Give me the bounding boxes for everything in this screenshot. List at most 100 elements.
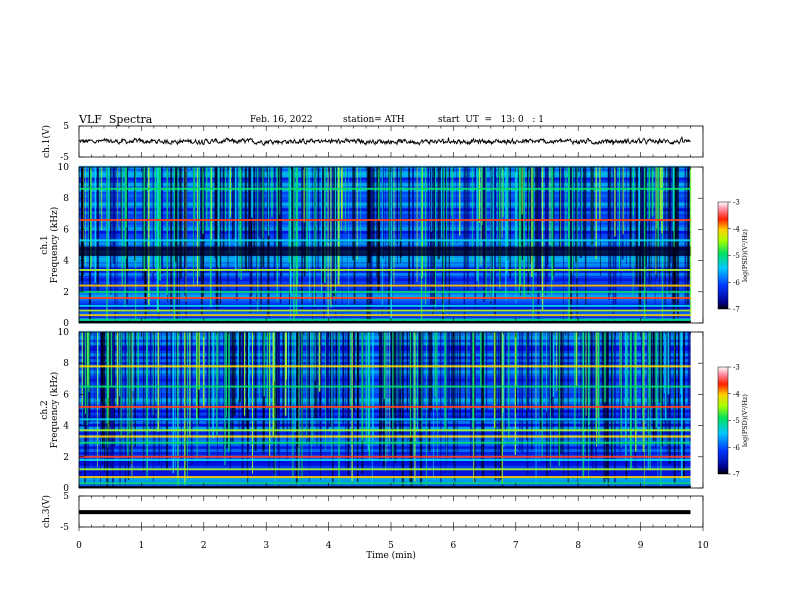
burst-dark: [333, 167, 336, 297]
burst-dark: [575, 167, 578, 263]
burst-dark: [610, 332, 614, 461]
sferic: [323, 167, 326, 284]
burst-dark: [679, 332, 681, 427]
sferic: [129, 332, 131, 434]
spectrogram-row: [79, 278, 691, 282]
burst-dark: [629, 167, 632, 248]
narrowband-line: [79, 385, 691, 388]
burst-dark: [353, 167, 356, 305]
sferic: [279, 167, 281, 215]
sferic: [656, 167, 658, 229]
burst-dark: [590, 332, 593, 459]
colorbar-tick-label: -4: [733, 390, 740, 398]
burst-dark: [635, 167, 638, 285]
sferic: [238, 167, 240, 278]
spectrogram-row: [79, 473, 691, 478]
narrowband-line: [79, 435, 691, 438]
sferic: [83, 167, 84, 243]
burst-dark: [620, 167, 622, 284]
burst-dark: [376, 167, 377, 278]
sferic: [106, 167, 108, 321]
sferic: [619, 332, 621, 387]
sferic: [558, 332, 560, 466]
burst-dark: [625, 167, 627, 265]
burst-dark: [592, 332, 594, 470]
sferic: [87, 332, 89, 386]
burst-dark: [318, 167, 320, 246]
sferic: [303, 167, 305, 223]
sferic: [525, 332, 527, 411]
burst-dark: [687, 332, 690, 407]
sferic: [643, 167, 646, 319]
sferic: [268, 167, 270, 236]
narrowband-line: [79, 297, 691, 300]
burst-dark: [233, 332, 236, 416]
x-tick-label: 9: [638, 541, 644, 551]
sferic: [99, 167, 101, 215]
sferic: [514, 167, 516, 287]
sferic: [224, 332, 226, 466]
sferic: [444, 332, 446, 430]
spectrogram-row: [79, 227, 691, 231]
burst-dark: [499, 332, 502, 480]
sferic: [309, 167, 311, 302]
burst-dark: [216, 167, 219, 311]
burst-dark: [408, 167, 410, 282]
sferic: [194, 167, 196, 221]
burst-dark: [563, 332, 565, 476]
burst-dark: [112, 167, 114, 251]
x-tick-label: 0: [76, 541, 82, 551]
burst-dark: [109, 332, 111, 426]
y-tick-label: 8: [63, 194, 69, 204]
burst-dark: [439, 167, 441, 251]
narrowband-line: [79, 365, 691, 368]
burst-dark: [410, 332, 413, 487]
sferic: [318, 332, 321, 392]
burst-dark: [427, 167, 430, 289]
burst-dark: [610, 167, 612, 295]
sferic: [81, 332, 83, 407]
burst-dark: [81, 167, 83, 281]
sferic: [476, 167, 479, 282]
burst-dark: [382, 332, 385, 468]
sferic: [647, 332, 649, 470]
sferic: [574, 332, 576, 432]
spectrogram-row: [79, 272, 691, 276]
burst-dark: [650, 167, 652, 291]
sferic: [306, 332, 308, 440]
sferic: [541, 332, 543, 455]
burst-dark: [459, 332, 461, 419]
spectrogram-row: [79, 221, 691, 226]
burst-dark: [580, 332, 582, 461]
burst-dark: [437, 167, 440, 260]
spectrogram-row: [79, 269, 691, 273]
sferic: [381, 167, 383, 305]
burst-dark: [247, 332, 249, 485]
x-tick-label: 10: [697, 541, 709, 551]
sferic: [350, 332, 351, 410]
sferic: [518, 167, 521, 291]
burst-dark: [111, 332, 114, 487]
sferic: [109, 167, 111, 228]
sferic: [565, 167, 567, 259]
sferic: [430, 167, 432, 232]
sferic: [663, 332, 665, 393]
burst-dark: [289, 332, 292, 432]
burst-dark: [394, 332, 397, 463]
sferic: [101, 167, 103, 231]
sferic: [492, 167, 495, 298]
sferic: [435, 332, 437, 412]
narrowband-line: [79, 458, 691, 461]
spectrogram-row: [79, 230, 691, 234]
y-tick-label: 6: [63, 390, 69, 400]
burst-dark: [393, 332, 395, 413]
burst-dark: [345, 332, 347, 469]
sferic: [143, 167, 146, 270]
sferic: [446, 332, 447, 459]
sferic: [386, 332, 388, 462]
burst-dark: [456, 332, 458, 453]
sferic: [272, 332, 274, 436]
burst-dark: [244, 167, 247, 271]
sferic: [239, 167, 241, 244]
sferic: [576, 167, 578, 279]
